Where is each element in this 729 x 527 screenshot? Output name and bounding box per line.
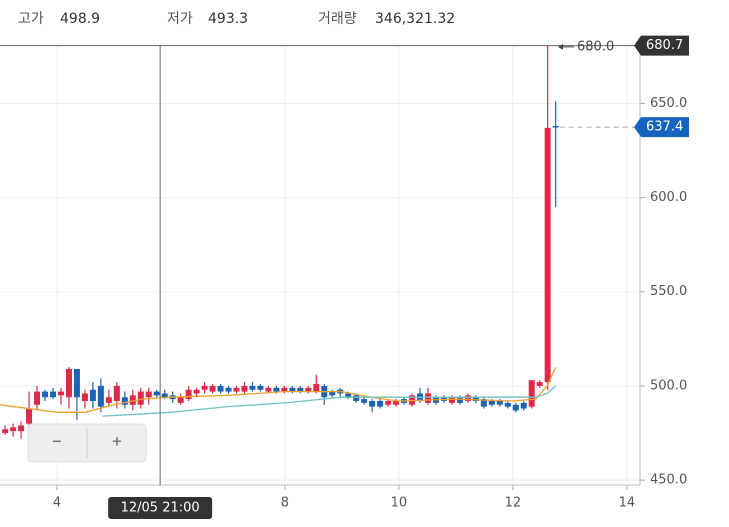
candle-body [273, 387, 280, 392]
candle-body [265, 387, 272, 392]
candle-body [289, 387, 296, 392]
candle-body [528, 380, 535, 407]
header-label: 거래량 [318, 11, 357, 27]
candle-body [129, 395, 136, 405]
x-tick-label: 12 [505, 496, 522, 511]
candle-body [464, 395, 471, 401]
candle-body [193, 389, 200, 394]
header-label: 저가 [167, 11, 193, 27]
high-tag-box [634, 35, 689, 56]
candle-body [424, 393, 431, 403]
candle-body [241, 385, 248, 392]
x-tick-label: 10 [391, 496, 408, 511]
candle-body [520, 402, 527, 409]
candle-body [297, 387, 304, 392]
candle-body [18, 425, 25, 432]
candle-body [145, 391, 152, 398]
candle-body [161, 393, 168, 398]
candle-body [393, 400, 400, 405]
candle-body [217, 385, 224, 392]
candle-body [448, 397, 455, 403]
candle-body [50, 391, 57, 398]
y-tick-label: 650.0 [650, 96, 687, 111]
candle-body [329, 391, 336, 396]
current-tag-box [634, 117, 689, 138]
header-label: 고가 [18, 11, 44, 27]
candle-body [472, 397, 479, 401]
y-tick-label: 550.0 [650, 284, 687, 299]
candle-body [480, 399, 487, 407]
zoom-out-button[interactable]: − [52, 435, 63, 450]
candle-body [81, 393, 88, 401]
x-tick-label: 14 [619, 496, 636, 511]
zoom-in-button[interactable]: + [112, 435, 123, 450]
candle-body [361, 399, 368, 403]
high-marker-arrowhead [558, 43, 563, 50]
candle-body [177, 397, 184, 403]
candle-body [201, 385, 208, 390]
crosshair-x-box [108, 497, 213, 519]
candle-body [552, 125, 559, 128]
candle-body [26, 408, 33, 424]
crosshair-x-label: 12/05 21:00 [121, 501, 200, 516]
candle-body [504, 402, 511, 407]
candle-body [34, 391, 41, 405]
y-tick-label: 600.0 [650, 190, 687, 205]
candle-body [153, 391, 160, 396]
candle-body [225, 387, 232, 392]
candle-body [456, 397, 463, 403]
candle-body [113, 385, 120, 401]
candle-body [496, 400, 503, 405]
candle-body [544, 127, 551, 383]
candle-body [488, 400, 495, 405]
candle-body [89, 389, 96, 401]
candle-body [10, 427, 17, 432]
candle-body [369, 400, 376, 407]
candle-body [353, 395, 360, 401]
high-marker-label: 680.0 [577, 39, 614, 54]
x-tick-label: 8 [281, 496, 289, 511]
candle-body [209, 385, 216, 392]
candle-body [137, 391, 144, 405]
candle-body [185, 389, 192, 400]
candle-body [257, 385, 264, 390]
y-tick-label: 500.0 [650, 378, 687, 393]
candle-body [2, 429, 9, 434]
header-value: 493.3 [208, 11, 248, 27]
candle-body [536, 382, 543, 386]
x-tick-label: 4 [53, 496, 61, 511]
high-tag-label: 680.7 [646, 38, 683, 53]
candle-body [281, 387, 288, 392]
moving-average-line [102, 385, 557, 417]
candle-body [305, 387, 312, 392]
candle-body [377, 400, 384, 407]
candle-body [42, 391, 49, 398]
candle-body [105, 397, 112, 403]
candle-body [385, 400, 392, 405]
y-tick-label: 450.0 [650, 473, 687, 488]
zoom-controls: − + [27, 423, 147, 463]
candle-body [512, 404, 519, 411]
candle-body [65, 368, 72, 398]
candle-body [121, 397, 128, 405]
candle-body [57, 391, 64, 396]
candle-body [313, 384, 320, 392]
header: 고가 498.9 저가 493.3 거래량 346,321.32 [18, 11, 455, 27]
header-value: 498.9 [60, 11, 100, 27]
current-tag-label: 637.4 [646, 120, 683, 135]
candle-body [345, 393, 352, 398]
moving-average-line [0, 366, 557, 413]
candle-body [249, 385, 256, 390]
candle-body [233, 387, 240, 392]
candle-body [97, 385, 104, 407]
header-value: 346,321.32 [375, 11, 455, 27]
candle-body [73, 368, 80, 398]
